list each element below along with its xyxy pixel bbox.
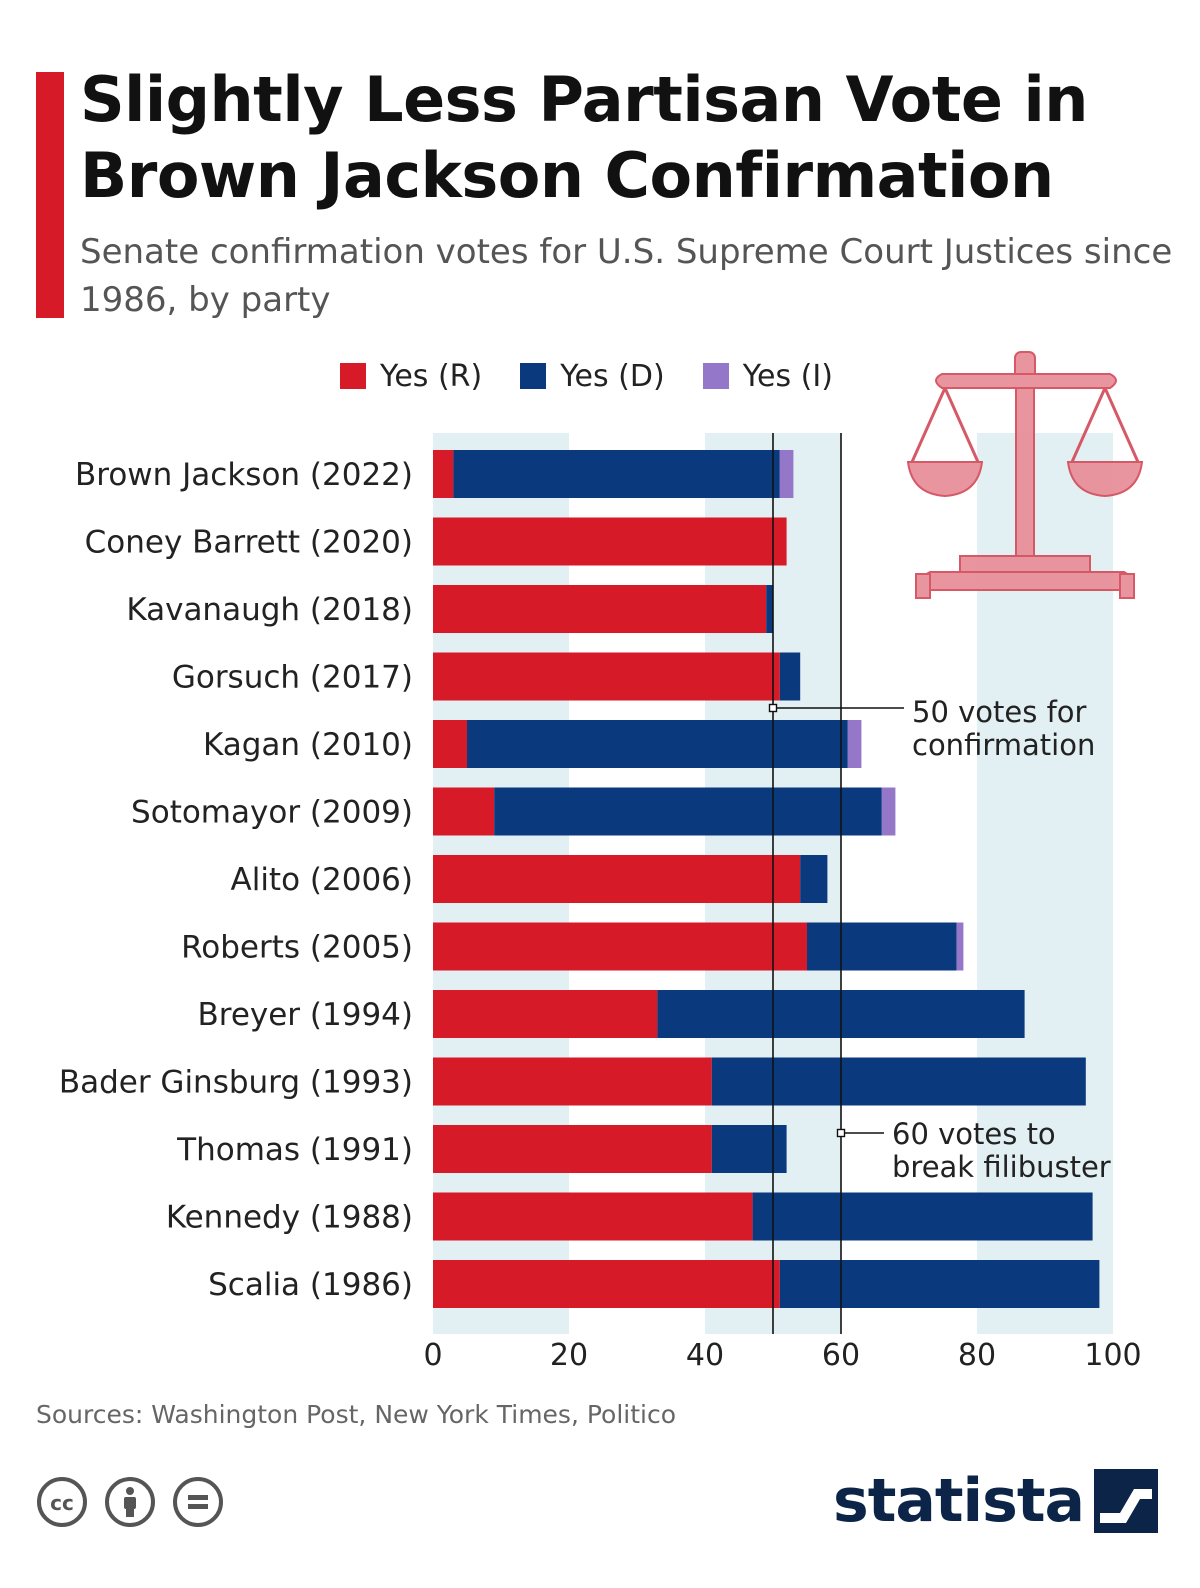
reference-marker (768, 703, 778, 713)
source-note: Sources: Washington Post, New York Times… (36, 1400, 677, 1429)
reference-label: 50 votes for (912, 695, 1087, 729)
bars (433, 450, 1100, 1308)
category-labels: Brown Jackson (2022) Coney Barrett (2020)… (59, 457, 413, 1303)
bar-segment (847, 720, 862, 768)
category-label: Kennedy (1988) (166, 1200, 413, 1236)
bar-segment (711, 1057, 1086, 1106)
bar-segment (433, 1192, 753, 1241)
chart-subtitle: Senate confirmation votes for U.S. Supre… (80, 232, 1173, 320)
bar-segment (779, 450, 794, 498)
category-label: Roberts (2005) (181, 930, 413, 966)
category-label: Coney Barrett (2020) (85, 525, 413, 561)
bar-segment (766, 585, 773, 633)
legend-label: Yes (D) (560, 358, 665, 394)
bar-segment (779, 652, 801, 701)
bar-segment (433, 720, 467, 768)
x-tick-label: 80 (958, 1338, 996, 1373)
bar-segment (433, 1125, 712, 1173)
reference-label: confirmation (912, 728, 1095, 762)
bar-segment (800, 855, 828, 903)
legend-swatch (340, 363, 366, 389)
category-label: Gorsuch (2017) (172, 660, 413, 696)
license-icons: cc (36, 1476, 224, 1528)
bar-segment (433, 652, 780, 701)
bar-segment (433, 517, 787, 566)
legend: Yes (R) Yes (D) Yes (I) (340, 354, 833, 398)
bar-segment (881, 787, 896, 836)
category-label: Breyer (1994) (197, 997, 413, 1033)
bar-segment (752, 1192, 1093, 1241)
scales-of-justice-icon (906, 351, 1144, 599)
bar-segment (467, 720, 848, 768)
legend-item: Yes (D) (520, 358, 665, 394)
category-label: Thomas (1991) (176, 1132, 413, 1168)
category-label: Kavanaugh (2018) (126, 592, 413, 628)
legend-label: Yes (I) (742, 358, 833, 394)
bar-segment (433, 450, 454, 498)
bar-segment (433, 585, 767, 633)
bar-segment (494, 787, 882, 836)
bar-segment (956, 922, 964, 971)
bar-segment (433, 990, 658, 1038)
x-tick-label: 40 (686, 1338, 724, 1373)
bar-segment (433, 787, 495, 836)
bar-segment (711, 1125, 787, 1173)
x-axis-ticks: 0 20 40 60 80 100 (423, 1338, 1141, 1373)
legend-item: Yes (R) (340, 359, 482, 394)
attribution-icon[interactable] (104, 1476, 156, 1528)
bar-segment (433, 855, 801, 903)
svg-text:cc: cc (50, 1491, 74, 1515)
chart-title: Slightly Less Partisan Vote in Brown Jac… (80, 63, 1088, 212)
legend-swatch (702, 363, 729, 389)
statista-logo-icon (1094, 1469, 1158, 1533)
x-tick-label: 100 (1084, 1338, 1141, 1373)
bar-segment (433, 922, 807, 971)
brand-name: statista (832, 1466, 1085, 1536)
x-tick-label: 20 (550, 1338, 588, 1373)
bar-segment (433, 1260, 780, 1308)
brand: statista (833, 1466, 1158, 1536)
category-label: Brown Jackson (2022) (75, 457, 413, 493)
legend-swatch (520, 363, 547, 389)
category-label: Kagan (2010) (203, 727, 413, 763)
bar-segment (779, 1260, 1100, 1308)
reference-label: 60 votes to (892, 1117, 1056, 1151)
legend-item: Yes (I) (702, 358, 833, 394)
reference-marker (836, 1128, 846, 1138)
x-tick-label: 0 (423, 1338, 442, 1373)
bar-segment (807, 922, 957, 971)
reference-label: break filibuster (892, 1150, 1111, 1184)
cc-icon[interactable]: cc (36, 1476, 88, 1528)
category-label: Sotomayor (2009) (131, 795, 413, 831)
bar-segment (433, 1057, 712, 1106)
legend-label: Yes (R) (380, 358, 483, 394)
category-label: Alito (2006) (231, 862, 414, 898)
category-label: Scalia (1986) (208, 1267, 413, 1303)
category-label: Bader Ginsburg (1993) (59, 1065, 413, 1101)
x-tick-label: 60 (822, 1338, 860, 1373)
accent-bar (36, 72, 64, 318)
no-derivatives-icon[interactable] (172, 1476, 224, 1528)
bar-segment (453, 450, 780, 498)
